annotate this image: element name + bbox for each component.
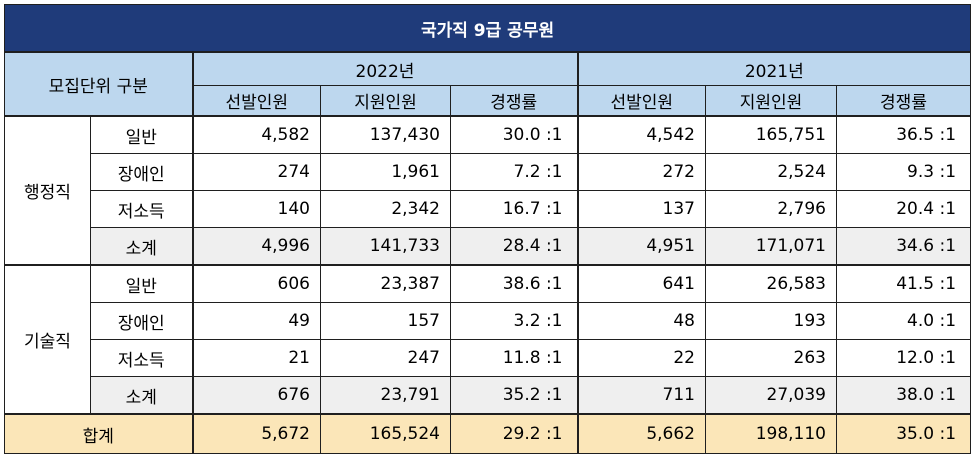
cell-ratio: 12.0 :1: [835, 339, 972, 377]
title-row: 국가직 9급 공무원: [3, 4, 972, 53]
cell-ratio: 4.0 :1: [835, 302, 972, 340]
cell-ratio: 38.6 :1: [450, 264, 578, 303]
row-label: 장애인: [90, 302, 193, 340]
subtotal-row: 소계 4,996 141,733 28.4 :1 4,951 171,071 3…: [5, 227, 972, 266]
cell-applicants: 193: [705, 302, 837, 340]
col-header-ratio: 경쟁률: [450, 85, 578, 117]
cell-applicants: 137,430: [320, 115, 451, 154]
cell-applicants: 2,524: [705, 153, 837, 191]
total-selected-2021: 5,662: [576, 413, 706, 454]
header-row-cols: 선발인원 지원인원 경쟁률 선발인원 지원인원 경쟁률: [5, 85, 972, 117]
cell-selected: 4,996: [191, 227, 321, 266]
cell-applicants: 165,751: [705, 115, 837, 154]
unit-header: 모집단위 구분: [4, 51, 193, 117]
cell-applicants: 2,342: [320, 190, 451, 228]
cell-selected: 641: [576, 264, 706, 303]
cell-applicants: 247: [320, 339, 451, 377]
group-label-admin: 행정직: [4, 115, 91, 266]
year-header-2022: 2022년: [191, 51, 578, 86]
group-label-tech: 기술직: [4, 264, 91, 415]
col-header-applicants: 지원인원: [320, 85, 451, 117]
cell-ratio: 38.0 :1: [835, 376, 972, 415]
col-header-ratio: 경쟁률: [835, 85, 972, 117]
col-header-selected: 선발인원: [576, 85, 706, 117]
cell-applicants: 1,961: [320, 153, 451, 191]
cell-ratio: 3.2 :1: [450, 302, 578, 340]
cell-selected: 48: [576, 302, 706, 340]
row-label: 저소득: [90, 190, 193, 228]
table-row: 장애인 274 1,961 7.2 :1 272 2,524 9.3 :1: [5, 153, 972, 191]
cell-selected: 140: [191, 190, 321, 228]
cell-ratio: 41.5 :1: [835, 264, 972, 303]
cell-ratio: 30.0 :1: [450, 115, 578, 154]
cell-ratio: 34.6 :1: [835, 227, 972, 266]
col-header-applicants: 지원인원: [705, 85, 837, 117]
row-label: 일반: [90, 115, 193, 154]
cell-selected: 4,542: [576, 115, 706, 154]
table-row: 저소득 21 247 11.8 :1 22 263 12.0 :1: [5, 339, 972, 377]
cell-ratio: 36.5 :1: [835, 115, 972, 154]
row-label: 장애인: [90, 153, 193, 191]
cell-selected: 274: [191, 153, 321, 191]
cell-ratio: 35.2 :1: [450, 376, 578, 415]
cell-selected: 272: [576, 153, 706, 191]
cell-ratio: 28.4 :1: [450, 227, 578, 266]
cell-selected: 22: [576, 339, 706, 377]
cell-selected: 676: [191, 376, 321, 415]
row-label: 소계: [90, 227, 193, 266]
total-row: 합계 5,672 165,524 29.2 :1 5,662 198,110 3…: [4, 413, 972, 454]
total-applicants-2022: 165,524: [320, 413, 451, 454]
row-label: 저소득: [90, 339, 193, 377]
total-ratio-2022: 29.2 :1: [450, 413, 578, 454]
cell-selected: 711: [576, 376, 706, 415]
cell-applicants: 2,796: [705, 190, 837, 228]
cell-selected: 4,951: [576, 227, 706, 266]
cell-selected: 4,582: [191, 115, 321, 154]
cell-ratio: 9.3 :1: [835, 153, 972, 191]
cell-ratio: 16.7 :1: [450, 190, 578, 228]
total-ratio-2021: 35.0 :1: [835, 413, 972, 454]
cell-selected: 606: [191, 264, 321, 303]
cell-applicants: 263: [705, 339, 837, 377]
col-header-selected: 선발인원: [191, 85, 321, 117]
table-row: 행정직 일반 4,582 137,430 30.0 :1 4,542 165,7…: [4, 115, 972, 266]
cell-applicants: 27,039: [705, 376, 837, 415]
cell-ratio: 7.2 :1: [450, 153, 578, 191]
header-row-years: 모집단위 구분 2022년 2021년: [4, 51, 972, 117]
cell-selected: 137: [576, 190, 706, 228]
table-row: 장애인 49 157 3.2 :1 48 193 4.0 :1: [5, 302, 972, 340]
row-label: 일반: [90, 264, 193, 303]
total-selected-2022: 5,672: [191, 413, 321, 454]
total-applicants-2021: 198,110: [705, 413, 837, 454]
year-header-2021: 2021년: [576, 51, 972, 86]
total-label: 합계: [4, 413, 193, 454]
cell-applicants: 157: [320, 302, 451, 340]
cell-applicants: 171,071: [705, 227, 837, 266]
cell-applicants: 26,583: [705, 264, 837, 303]
cell-selected: 21: [191, 339, 321, 377]
cell-applicants: 23,791: [320, 376, 451, 415]
table-row: 저소득 140 2,342 16.7 :1 137 2,796 20.4 :1: [5, 190, 972, 228]
row-label: 소계: [90, 376, 193, 415]
cell-selected: 49: [191, 302, 321, 340]
table-row: 기술직 일반 606 23,387 38.6 :1 641 26,583 41.…: [4, 264, 972, 415]
table-title: 국가직 9급 공무원: [3, 4, 972, 53]
cell-ratio: 11.8 :1: [450, 339, 578, 377]
cell-applicants: 141,733: [320, 227, 451, 266]
recruitment-table: 국가직 9급 공무원 모집단위 구분 2022년 2021년 선발인원 지원인원…: [3, 4, 972, 454]
subtotal-row: 소계 676 23,791 35.2 :1 711 27,039 38.0 :1: [5, 376, 972, 415]
cell-ratio: 20.4 :1: [835, 190, 972, 228]
cell-applicants: 23,387: [320, 264, 451, 303]
